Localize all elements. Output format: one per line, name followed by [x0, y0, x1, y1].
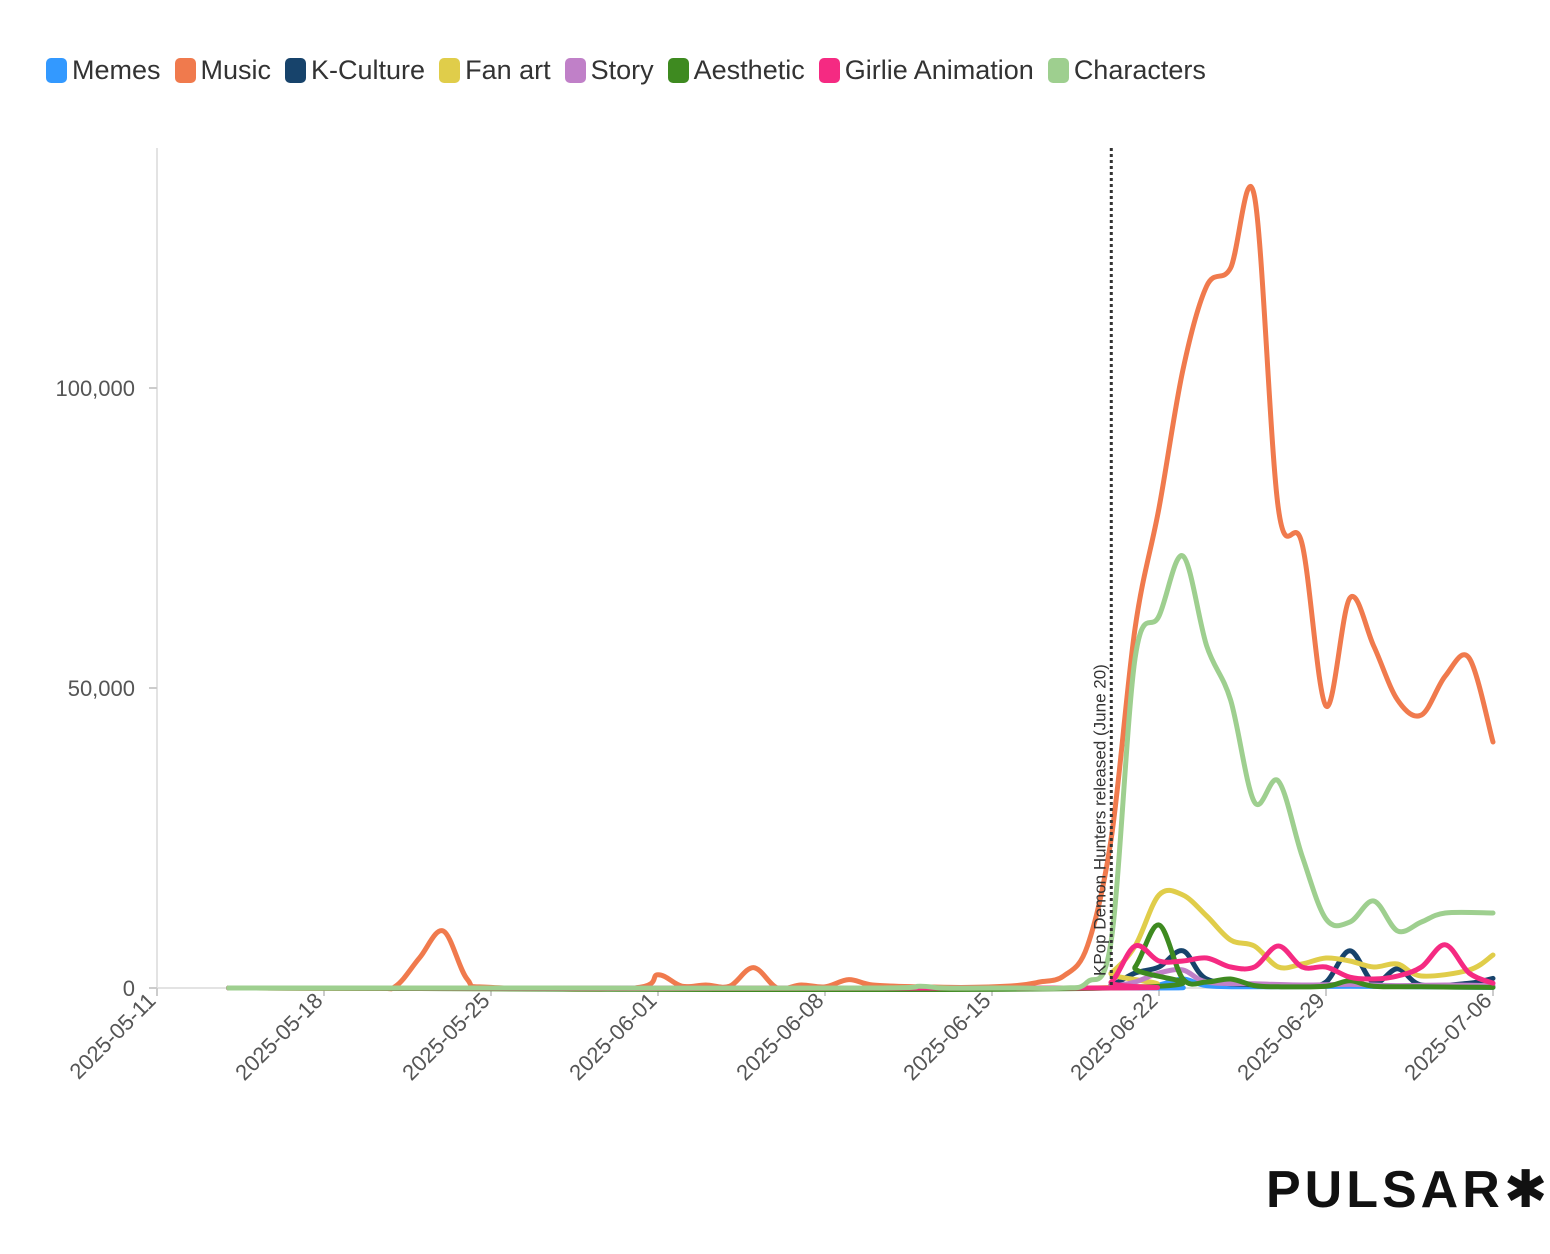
brand-name: PULSAR: [1266, 1161, 1504, 1219]
x-tick-label: 2025-06-08: [731, 988, 828, 1085]
x-tick-label: 2025-06-01: [564, 988, 661, 1085]
pulsar-logo: PULSAR✱: [1266, 1160, 1550, 1220]
x-tick-label: 2025-05-25: [397, 988, 494, 1085]
y-tick-label: 50,000: [68, 676, 135, 701]
release-annotation-label: KPop Demon Hunters released (June 20): [1090, 664, 1109, 976]
x-tick-label: 2025-05-18: [230, 988, 327, 1085]
x-tick-label: 2025-06-29: [1232, 988, 1329, 1085]
series-line-music: [229, 186, 1493, 989]
x-tick-label: 2025-05-11: [64, 988, 160, 1084]
y-tick-label: 100,000: [55, 376, 135, 401]
series-line-fan-art: [229, 890, 1493, 989]
x-tick-label: 2025-07-06: [1399, 988, 1496, 1085]
x-tick-label: 2025-06-15: [898, 988, 995, 1085]
series-line-characters: [229, 556, 1493, 989]
x-tick-label: 2025-06-22: [1065, 988, 1162, 1085]
brand-mark-icon: ✱: [1504, 1161, 1550, 1219]
